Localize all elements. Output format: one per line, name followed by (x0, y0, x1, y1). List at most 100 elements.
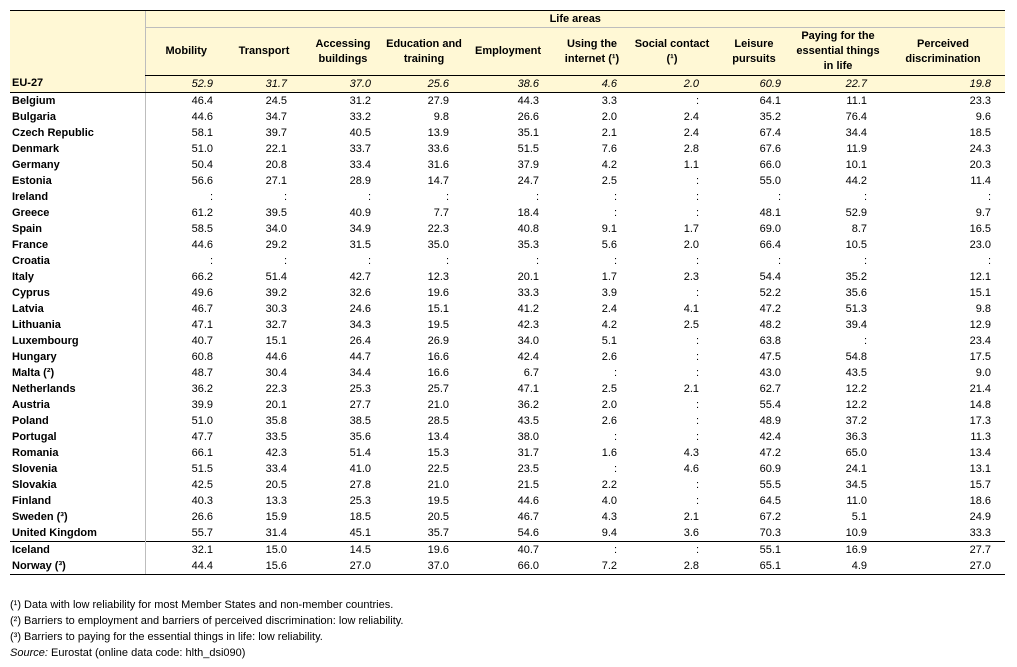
table-cell: 66.0 (759, 158, 781, 171)
table-cell: 16.5 (969, 222, 991, 235)
column-header: Accessing buildings (301, 27, 385, 76)
table-cell: 26.6 (144, 509, 227, 525)
table-cell: 50.4 (144, 157, 227, 173)
table-cell: 26.4 (349, 334, 371, 347)
table-cell: 54.6 (517, 526, 539, 539)
table-cell: 37.0 (385, 558, 463, 575)
table-cell: 14.8 (969, 398, 991, 411)
table-cell: 9.1 (601, 222, 617, 235)
table-cell: : (367, 254, 371, 267)
table-cell: : (695, 334, 699, 347)
table-cell: 51.5 (517, 142, 539, 155)
column-header: Paying for the essential things in life (795, 27, 881, 76)
table-cell: 60.9 (759, 462, 781, 475)
life-areas-table: Life areas Mobility Transport Accessing bu… (10, 10, 1005, 575)
table-cell: 76.4 (845, 110, 867, 123)
table-cell: 31.7 (227, 75, 301, 93)
table-cell: 66.0 (463, 558, 553, 575)
table-cell: 12.1 (969, 270, 991, 283)
table-cell: 44.6 (517, 494, 539, 507)
table-cell: 41.2 (517, 302, 539, 315)
row-label: United Kingdom (12, 526, 97, 539)
table-cell: : (553, 541, 631, 558)
table-cell: 40.9 (349, 206, 371, 219)
table-cell: 40.3 (144, 493, 227, 509)
column-header: Leisure pursuits (713, 27, 795, 76)
table-cell: 7.7 (433, 206, 449, 219)
table-cell: 39.4 (845, 318, 867, 331)
table-cell: 42.4 (517, 350, 539, 363)
table-cell: 13.4 (969, 446, 991, 459)
table-cell: 2.1 (601, 126, 617, 139)
table-cell: 44.6 (144, 109, 227, 125)
table-cell: 65.0 (845, 446, 867, 459)
table-cell: 20.1 (517, 270, 539, 283)
table-cell: 21.0 (427, 478, 449, 491)
table-cell: 35.2 (759, 110, 781, 123)
table-cell: 4.0 (601, 494, 617, 507)
table-cell: 1.7 (601, 270, 617, 283)
table-cell: 15.6 (227, 558, 301, 575)
table-cell: 5.1 (601, 334, 617, 347)
row-label: Czech Republic (12, 126, 94, 139)
table-cell: 18.6 (969, 494, 991, 507)
row-label: Cyprus (12, 286, 50, 299)
table-cell: 60.8 (144, 349, 227, 365)
table-cell: 13.4 (427, 430, 449, 443)
table-cell: 3.6 (683, 526, 699, 539)
row-label: Belgium (12, 94, 56, 107)
table-cell: 33.3 (969, 526, 991, 539)
table-cell: 16.6 (427, 366, 449, 379)
table-row: Norway (³) 44.4 15.6 27.0 37.0 66.0 7.2 2.8 65.1… (10, 558, 1005, 575)
row-label: Netherlands (12, 382, 76, 395)
table-cell: 23.3 (969, 94, 991, 107)
row-label: Sweden (³) (12, 510, 68, 523)
table-cell: 19.6 (385, 541, 463, 558)
table-cell: 35.6 (349, 430, 371, 443)
table-cell: 21.4 (969, 382, 991, 395)
row-label: EU-27 (10, 75, 145, 93)
table-row: Belgium 46.4 24.5 31.2 27.9 44.3 3.3: 64.1 11.1 2… (10, 92, 1005, 109)
table-cell: : (777, 254, 781, 267)
table-row: Greece 61.2 39.5 40.9 7.7 18.4:: 48.1 52.9 9.7 (10, 205, 1005, 221)
table-cell: : (863, 254, 867, 267)
table-cell: 21.5 (517, 478, 539, 491)
table-cell: : (613, 430, 617, 443)
table-cell: 64.1 (759, 94, 781, 107)
life-areas-header: Life areas (144, 10, 1005, 28)
table-cell: 10.9 (845, 526, 867, 539)
table-cell: 4.9 (795, 558, 881, 575)
table-cell: 5.6 (601, 238, 617, 251)
table-cell: 2.6 (601, 350, 617, 363)
table-cell: 67.4 (759, 126, 781, 139)
table-cell: 22.7 (795, 75, 881, 93)
table-cell: 22.5 (427, 462, 449, 475)
table-cell: : (695, 190, 699, 203)
column-header: Transport (227, 27, 301, 76)
table-cell: 55.4 (759, 398, 781, 411)
table-cell: 31.4 (265, 526, 287, 539)
table-cell: : (695, 494, 699, 507)
table-row: Italy 66.2 51.4 42.7 12.3 20.1 1.7 2.3 54.4 35.2 1… (10, 269, 1005, 285)
table-cell: 34.4 (845, 126, 867, 139)
table-cell: 19.5 (427, 494, 449, 507)
table-cell: 28.9 (349, 174, 371, 187)
table-cell: 11.0 (846, 494, 867, 507)
table-cell: 15.1 (427, 302, 449, 315)
table-cell: 66.2 (144, 269, 227, 285)
table-cell: 13.1 (969, 462, 991, 475)
table-cell: 15.7 (969, 478, 991, 491)
table-cell: 34.9 (349, 222, 371, 235)
column-header-row: Mobility Transport Accessing buildings Educ… (10, 27, 1005, 76)
table-cell: 24.6 (349, 302, 371, 315)
table-cell: 2.8 (631, 558, 713, 575)
table-row: France 44.6 29.2 31.5 35.0 35.3 5.6 2.0 66.4 10.5… (10, 237, 1005, 253)
row-label: Austria (12, 398, 50, 411)
row-label: France (12, 238, 49, 251)
table-cell: 6.7 (523, 366, 539, 379)
table-cell: 27.0 (301, 558, 385, 575)
table-cell: 2.0 (683, 238, 699, 251)
table-cell: 31.5 (349, 238, 371, 251)
table-cell: : (695, 206, 699, 219)
table-cell: : (695, 350, 699, 363)
